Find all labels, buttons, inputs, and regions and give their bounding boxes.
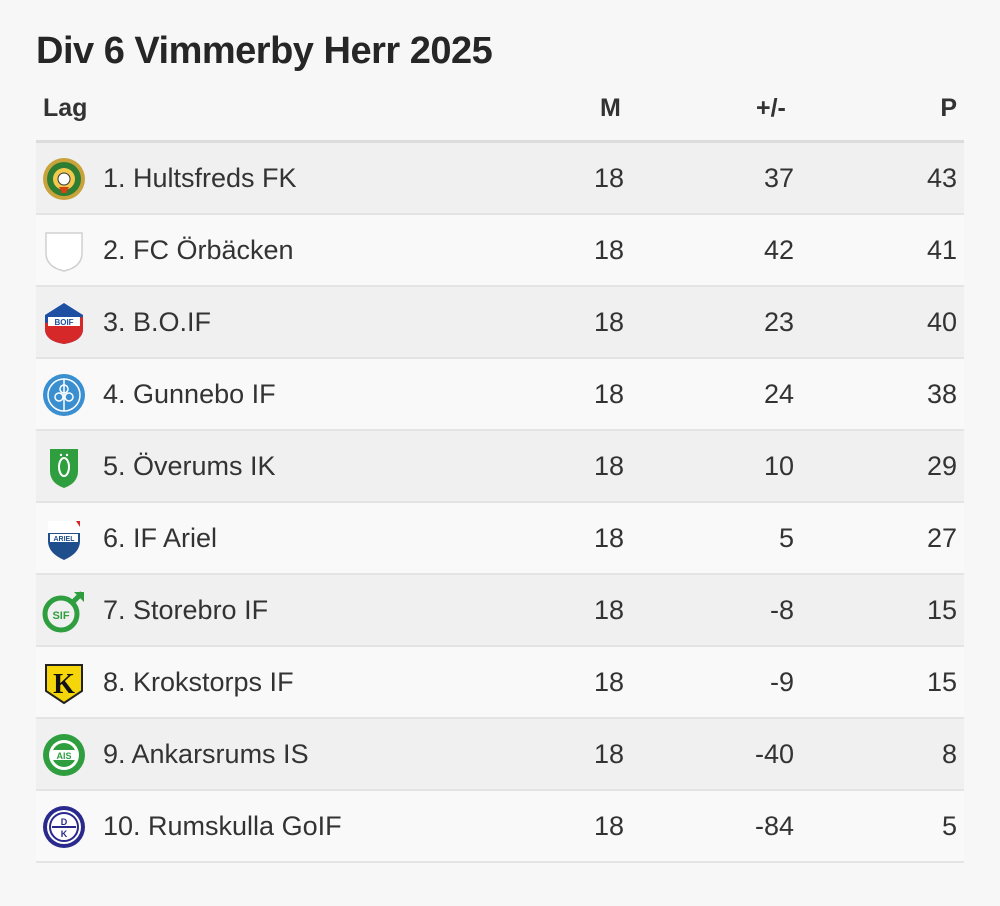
team-name: 10. Rumskulla GoIF — [103, 811, 342, 841]
table-row[interactable]: AIS 9. Ankarsrums IS 18 -40 8 — [36, 719, 964, 791]
matches-played: 18 — [593, 451, 624, 481]
if-ariel-crest-icon: ARIEL — [48, 521, 80, 560]
points: 38 — [926, 379, 957, 409]
gunnebo-if-crest-icon — [43, 374, 85, 416]
points: 43 — [926, 163, 957, 193]
svg-text:D: D — [61, 817, 68, 827]
points: 8 — [941, 739, 957, 769]
matches-played: 18 — [593, 595, 624, 625]
column-header-matches: M — [600, 94, 621, 122]
goal-difference: 23 — [763, 307, 794, 337]
team-name: 4. Gunnebo IF — [103, 379, 276, 409]
table-row[interactable]: 5. Överums IK 18 10 29 — [36, 431, 964, 503]
column-header-goal-difference: +/- — [756, 94, 786, 122]
table-header: Lag M +/- P — [36, 88, 964, 143]
team-name: 6. IF Ariel — [103, 523, 218, 553]
boif-crest-icon: BOIF — [45, 303, 83, 344]
team-name: 3. B.O.IF — [103, 307, 212, 337]
table-row[interactable]: K 8. Krokstorps IF 18 -9 15 — [36, 647, 964, 719]
points: 29 — [926, 451, 957, 481]
points: 40 — [926, 307, 957, 337]
ankarsrums-is-crest-icon: AIS — [43, 734, 85, 776]
matches-played: 18 — [593, 163, 624, 193]
goal-difference: -40 — [754, 739, 794, 769]
overums-ik-crest-icon — [50, 449, 78, 488]
matches-played: 18 — [593, 811, 624, 841]
goal-difference: 42 — [763, 235, 794, 265]
svg-text:AIS: AIS — [56, 751, 71, 761]
team-name: 5. Överums IK — [103, 451, 276, 481]
blank-shield-icon — [45, 232, 83, 272]
matches-played: 18 — [593, 379, 624, 409]
storebro-if-crest-icon: SIF — [42, 591, 84, 633]
svg-text:ARIEL: ARIEL — [54, 536, 76, 543]
goal-difference: 10 — [763, 451, 794, 481]
table-row[interactable]: SIF 7. Storebro IF 18 -8 15 — [36, 575, 964, 647]
rumskulla-goif-crest-icon: D K — [43, 806, 85, 848]
svg-text:K: K — [53, 669, 75, 700]
table-row[interactable]: ARIEL 6. IF Ariel 18 5 27 — [36, 503, 964, 575]
standings-table-body: 1. Hultsfreds FK 18 37 43 2. FC Örbäcken… — [36, 143, 964, 863]
table-row[interactable]: 4. Gunnebo IF 18 24 38 — [36, 359, 964, 431]
krokstorps-if-crest-icon: K — [45, 664, 83, 705]
table-row[interactable]: D K 10. Rumskulla GoIF 18 -84 5 — [36, 791, 964, 863]
column-header-team: Lag — [43, 94, 88, 122]
table-row[interactable]: 2. FC Örbäcken 18 42 41 — [36, 215, 964, 287]
team-name: 8. Krokstorps IF — [103, 667, 294, 697]
matches-played: 18 — [593, 667, 624, 697]
table-row[interactable]: BOIF 3. B.O.IF 18 23 40 — [36, 287, 964, 359]
page-title: Div 6 Vimmerby Herr 2025 — [36, 30, 493, 72]
points: 15 — [926, 667, 957, 697]
team-name: 7. Storebro IF — [103, 595, 269, 625]
column-header-points: P — [940, 94, 957, 122]
hultsfreds-fk-crest-icon — [43, 158, 85, 200]
goal-difference: -84 — [754, 811, 794, 841]
svg-text:K: K — [61, 829, 68, 839]
points: 27 — [926, 523, 957, 553]
points: 5 — [941, 811, 957, 841]
points: 15 — [926, 595, 957, 625]
team-name: 2. FC Örbäcken — [103, 235, 294, 265]
matches-played: 18 — [593, 307, 624, 337]
svg-text:BOIF: BOIF — [54, 318, 73, 327]
team-name: 1. Hultsfreds FK — [103, 163, 297, 193]
matches-played: 18 — [593, 739, 624, 769]
goal-difference: 5 — [778, 523, 794, 553]
matches-played: 18 — [593, 523, 624, 553]
goal-difference: 37 — [763, 163, 794, 193]
points: 41 — [926, 235, 957, 265]
goal-difference: -9 — [769, 667, 794, 697]
team-name: 9. Ankarsrums IS — [103, 739, 309, 769]
goal-difference: -8 — [769, 595, 794, 625]
table-row[interactable]: 1. Hultsfreds FK 18 37 43 — [36, 143, 964, 215]
goal-difference: 24 — [763, 379, 794, 409]
matches-played: 18 — [593, 235, 624, 265]
svg-text:SIF: SIF — [52, 610, 69, 622]
